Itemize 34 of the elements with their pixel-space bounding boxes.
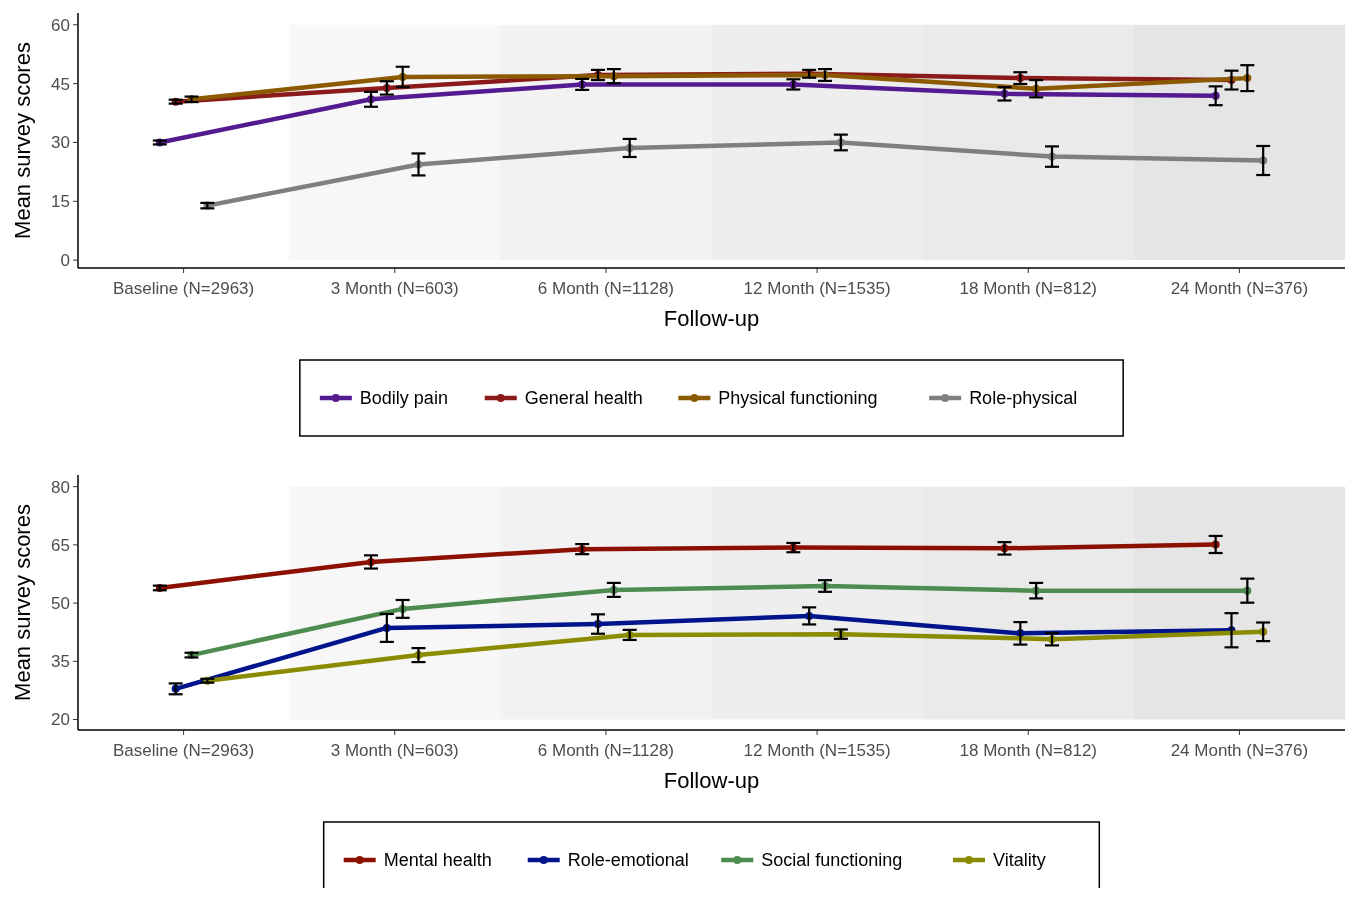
y-tick-label: 15 <box>51 192 70 212</box>
y-tick-label: 0 <box>60 251 70 271</box>
x-tick-label: 6 Month (N=1128) <box>537 279 675 298</box>
legend-label: Mental health <box>383 850 492 871</box>
x-tick-label: Baseline (N=2963) <box>112 741 255 760</box>
x-tick-label: 18 Month (N=812) <box>959 279 1097 298</box>
y-axis-title: Mean survey scores <box>10 42 35 239</box>
x-tick-label: 18 Month (N=812) <box>959 741 1097 760</box>
legend-label: Role-physical <box>969 388 1078 409</box>
x-tick-label: 24 Month (N=376) <box>1170 741 1309 760</box>
legend-label: Social functioning <box>761 850 903 871</box>
x-tick-label: 3 Month (N=603) <box>330 741 459 760</box>
x-axis-title: Follow-up <box>663 768 760 793</box>
x-tick-label: 12 Month (N=1535) <box>743 741 891 760</box>
y-tick-label: 35 <box>51 652 70 672</box>
y-tick-label: 50 <box>51 594 70 614</box>
y-tick-label: 45 <box>51 74 70 94</box>
y-tick-label: 60 <box>51 15 70 35</box>
x-tick-label: 24 Month (N=376) <box>1170 279 1309 298</box>
x-axis-title: Follow-up <box>663 306 760 331</box>
legend-label: Physical functioning <box>718 388 878 409</box>
x-tick-label: 3 Month (N=603) <box>330 279 459 298</box>
x-tick-label: 12 Month (N=1535) <box>743 279 891 298</box>
y-tick-label: 20 <box>51 710 70 730</box>
y-tick-label: 65 <box>51 535 70 555</box>
legend-label: Bodily pain <box>359 388 448 409</box>
legend-label: Role-emotional <box>567 850 689 871</box>
x-tick-label: Baseline (N=2963) <box>112 279 255 298</box>
legend-label: General health <box>524 388 643 409</box>
x-tick-label: 6 Month (N=1128) <box>537 741 675 760</box>
y-axis-title: Mean survey scores <box>10 504 35 701</box>
legend-label: Vitality <box>992 850 1046 871</box>
y-tick-label: 30 <box>51 133 70 153</box>
y-tick-label: 80 <box>51 477 70 497</box>
